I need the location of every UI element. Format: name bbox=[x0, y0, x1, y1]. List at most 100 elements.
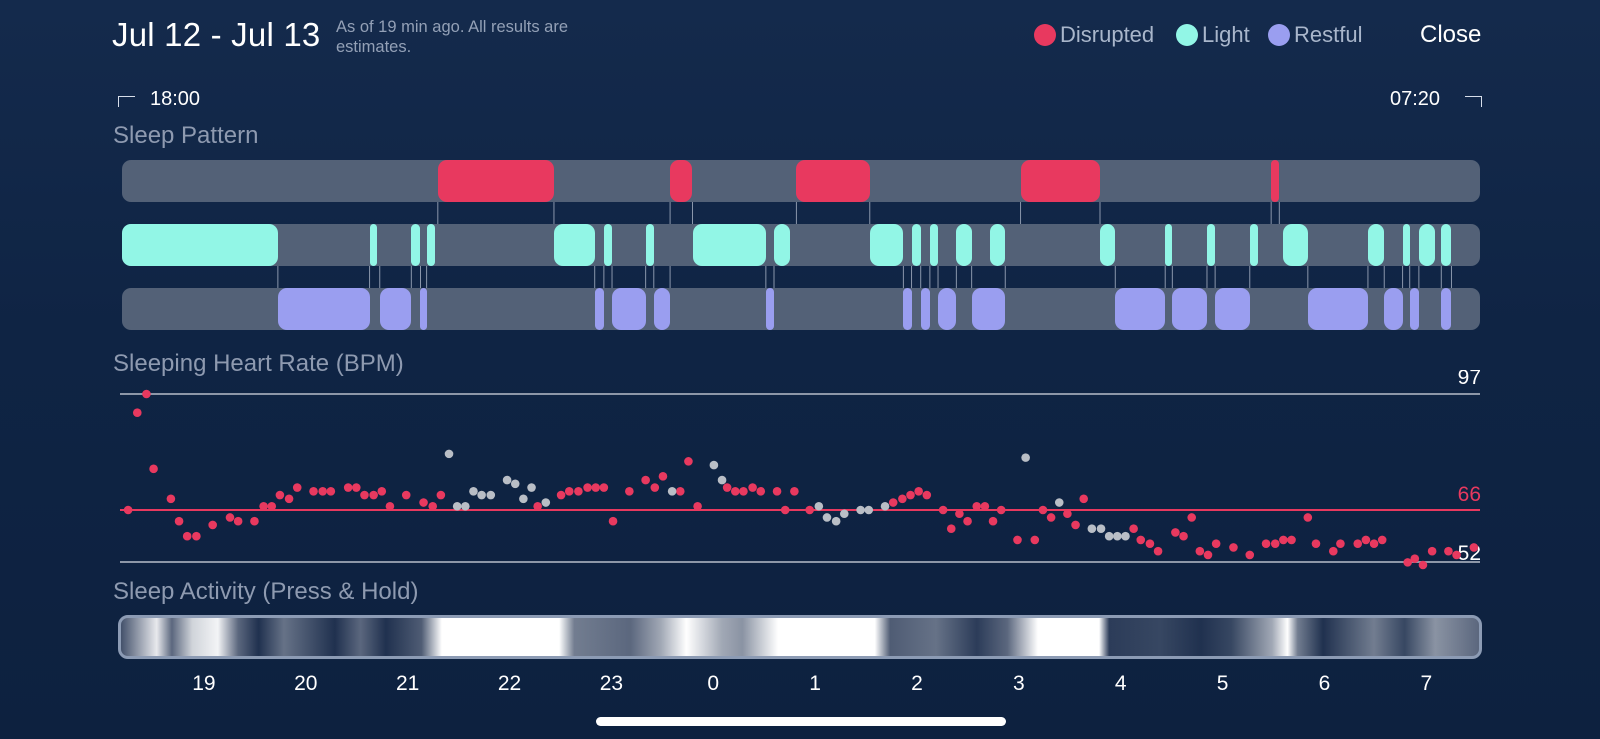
heart-rate-point bbox=[1452, 550, 1461, 560]
heart-rate-point bbox=[1469, 543, 1479, 552]
light-segment[interactable] bbox=[692, 224, 766, 266]
disrupted-segment[interactable] bbox=[437, 160, 554, 202]
light-segment[interactable] bbox=[122, 224, 278, 266]
light-segment[interactable] bbox=[645, 224, 654, 266]
heart-rate-point bbox=[1444, 546, 1453, 556]
light-segment[interactable] bbox=[369, 224, 377, 266]
heart-rate-title: Sleeping Heart Rate (BPM) bbox=[113, 350, 404, 377]
time-tick-label: 6 bbox=[1318, 672, 1331, 695]
restful-segment[interactable] bbox=[420, 288, 427, 330]
restful-segment[interactable] bbox=[1115, 288, 1166, 330]
heart-rate-point bbox=[1361, 535, 1371, 545]
heart-rate-point bbox=[1054, 498, 1064, 507]
restful-segment[interactable] bbox=[1384, 288, 1403, 330]
restful-segment[interactable] bbox=[612, 288, 646, 330]
light-segment[interactable] bbox=[603, 224, 612, 266]
light-segment[interactable] bbox=[1367, 224, 1385, 266]
heart-rate-point bbox=[444, 449, 454, 459]
heart-rate-point bbox=[1096, 524, 1106, 534]
disrupted-segment[interactable] bbox=[1020, 160, 1100, 202]
light-segment[interactable] bbox=[911, 224, 921, 266]
heart-rate-point bbox=[658, 472, 668, 481]
heart-rate-point bbox=[1410, 554, 1420, 563]
light-segment[interactable] bbox=[1249, 224, 1258, 266]
light-segment[interactable] bbox=[1283, 224, 1308, 266]
heart-rate-point bbox=[1311, 539, 1321, 548]
restful-segment[interactable] bbox=[903, 288, 912, 330]
light-segment[interactable] bbox=[1206, 224, 1216, 266]
heart-rate-point bbox=[510, 479, 520, 489]
heart-rate-point bbox=[805, 505, 814, 515]
light-segment[interactable] bbox=[1100, 224, 1116, 266]
heart-rate-point bbox=[946, 524, 956, 534]
start-bracket-icon bbox=[118, 96, 135, 107]
restful-segment[interactable] bbox=[765, 288, 774, 330]
restful-segment[interactable] bbox=[379, 288, 412, 330]
restful-segment[interactable] bbox=[920, 288, 930, 330]
heart-rate-point bbox=[369, 490, 378, 500]
restful-segment[interactable] bbox=[653, 288, 671, 330]
light-segment[interactable] bbox=[869, 224, 904, 266]
light-segment[interactable] bbox=[1441, 224, 1452, 266]
heart-rate-point bbox=[541, 498, 551, 507]
light-segment[interactable] bbox=[426, 224, 435, 266]
disrupted-track[interactable] bbox=[122, 160, 1480, 202]
close-button[interactable]: Close bbox=[1420, 21, 1482, 48]
restful-track[interactable] bbox=[122, 288, 1480, 330]
heart-rate-point bbox=[343, 483, 353, 492]
light-segment[interactable] bbox=[411, 224, 421, 266]
heart-rate-point bbox=[1129, 524, 1138, 534]
heart-rate-point bbox=[132, 408, 142, 418]
restful-segment[interactable] bbox=[277, 288, 370, 330]
sleep-activity-bar[interactable] bbox=[118, 615, 1482, 659]
time-tick-label: 23 bbox=[599, 672, 624, 695]
light-segment[interactable] bbox=[553, 224, 595, 266]
restful-segment[interactable] bbox=[1215, 288, 1250, 330]
light-segment[interactable] bbox=[1402, 224, 1410, 266]
light-segment[interactable] bbox=[956, 224, 972, 266]
restful-segment[interactable] bbox=[971, 288, 1006, 330]
legend-disrupted-dot bbox=[1034, 24, 1056, 46]
restful-segment[interactable] bbox=[594, 288, 604, 330]
heart-rate-point bbox=[519, 494, 528, 504]
heart-rate-point bbox=[267, 501, 277, 511]
heart-rate-point bbox=[822, 513, 832, 522]
heart-rate-point bbox=[831, 516, 841, 526]
heart-rate-point bbox=[556, 490, 566, 500]
light-segment[interactable] bbox=[1418, 224, 1436, 266]
heart-rate-chart[interactable]: 97 66 52 bbox=[0, 370, 1600, 570]
restful-segment[interactable] bbox=[1409, 288, 1419, 330]
heart-rate-point bbox=[684, 457, 693, 466]
light-track[interactable] bbox=[122, 224, 1480, 266]
time-tick-label: 7 bbox=[1420, 672, 1433, 695]
light-segment[interactable] bbox=[929, 224, 938, 266]
heart-rate-point bbox=[1270, 539, 1280, 548]
disrupted-segment[interactable] bbox=[1271, 160, 1280, 202]
heart-rate-point bbox=[641, 475, 650, 485]
light-segment[interactable] bbox=[989, 224, 1006, 266]
disrupted-segment[interactable] bbox=[796, 160, 870, 202]
heart-rate-point bbox=[1179, 531, 1188, 541]
sleep-activity-title: Sleep Activity (Press & Hold) bbox=[113, 578, 419, 605]
heart-rate-point bbox=[486, 490, 496, 500]
restful-segment[interactable] bbox=[938, 288, 957, 330]
heart-rate-point bbox=[722, 483, 732, 492]
heart-rate-point bbox=[922, 490, 932, 500]
light-segment[interactable] bbox=[774, 224, 791, 266]
max-label: 97 bbox=[1458, 370, 1481, 389]
home-indicator[interactable] bbox=[596, 717, 1006, 726]
disrupted-segment[interactable] bbox=[670, 160, 693, 202]
heart-rate-point bbox=[1403, 558, 1412, 567]
restful-segment[interactable] bbox=[1172, 288, 1207, 330]
light-segment[interactable] bbox=[1165, 224, 1173, 266]
heart-rate-point bbox=[574, 486, 583, 496]
heart-rate-point bbox=[739, 486, 748, 496]
heart-rate-point bbox=[233, 516, 243, 526]
restful-segment[interactable] bbox=[1441, 288, 1452, 330]
heart-rate-point bbox=[772, 486, 782, 496]
heart-rate-point bbox=[502, 475, 512, 485]
heart-rate-point bbox=[667, 486, 677, 496]
restful-segment[interactable] bbox=[1307, 288, 1368, 330]
heart-rate-point bbox=[284, 494, 294, 504]
time-tick-label: 1 bbox=[809, 672, 821, 695]
